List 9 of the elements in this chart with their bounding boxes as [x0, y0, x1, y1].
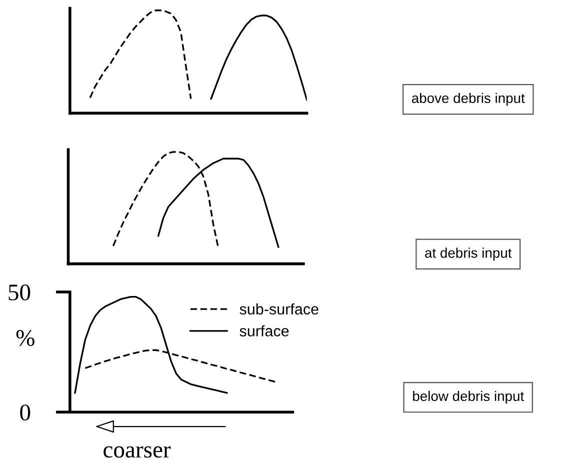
text: below debris input [413, 390, 524, 404]
legend-label: surface [240, 325, 289, 336]
y-tick-label: 50 [8, 284, 30, 300]
legend-label: sub-surface [240, 303, 318, 315]
text: coarser [104, 446, 171, 458]
y-tick-label: 0 [20, 404, 30, 421]
text: at debris input [425, 248, 512, 261]
text: above debris input [412, 92, 525, 106]
y-axis-title: % [16, 330, 34, 346]
